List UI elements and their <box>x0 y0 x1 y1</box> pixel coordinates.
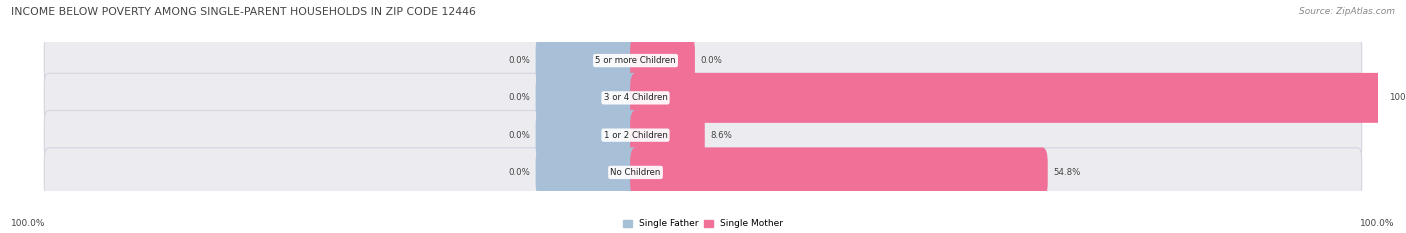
Legend: Single Father, Single Mother: Single Father, Single Mother <box>623 219 783 229</box>
FancyBboxPatch shape <box>630 36 695 86</box>
Text: 100.0%: 100.0% <box>1389 93 1406 102</box>
Text: 0.0%: 0.0% <box>509 131 530 140</box>
FancyBboxPatch shape <box>536 36 641 86</box>
FancyBboxPatch shape <box>630 110 704 160</box>
FancyBboxPatch shape <box>630 73 1384 123</box>
Text: 0.0%: 0.0% <box>509 56 530 65</box>
Text: 5 or more Children: 5 or more Children <box>595 56 676 65</box>
Text: Source: ZipAtlas.com: Source: ZipAtlas.com <box>1299 7 1395 16</box>
Text: 8.6%: 8.6% <box>710 131 733 140</box>
FancyBboxPatch shape <box>536 110 641 160</box>
Text: 0.0%: 0.0% <box>509 168 530 177</box>
FancyBboxPatch shape <box>536 147 641 197</box>
Text: INCOME BELOW POVERTY AMONG SINGLE-PARENT HOUSEHOLDS IN ZIP CODE 12446: INCOME BELOW POVERTY AMONG SINGLE-PARENT… <box>11 7 477 17</box>
FancyBboxPatch shape <box>630 147 1047 197</box>
Text: 54.8%: 54.8% <box>1053 168 1080 177</box>
Text: 100.0%: 100.0% <box>1360 219 1395 228</box>
FancyBboxPatch shape <box>45 36 1361 85</box>
FancyBboxPatch shape <box>45 148 1361 197</box>
Text: 0.0%: 0.0% <box>509 93 530 102</box>
Text: 100.0%: 100.0% <box>11 219 46 228</box>
FancyBboxPatch shape <box>536 73 641 123</box>
Text: 3 or 4 Children: 3 or 4 Children <box>603 93 668 102</box>
FancyBboxPatch shape <box>45 110 1361 160</box>
FancyBboxPatch shape <box>45 73 1361 123</box>
Text: 1 or 2 Children: 1 or 2 Children <box>603 131 668 140</box>
Text: No Children: No Children <box>610 168 661 177</box>
Text: 0.0%: 0.0% <box>700 56 723 65</box>
